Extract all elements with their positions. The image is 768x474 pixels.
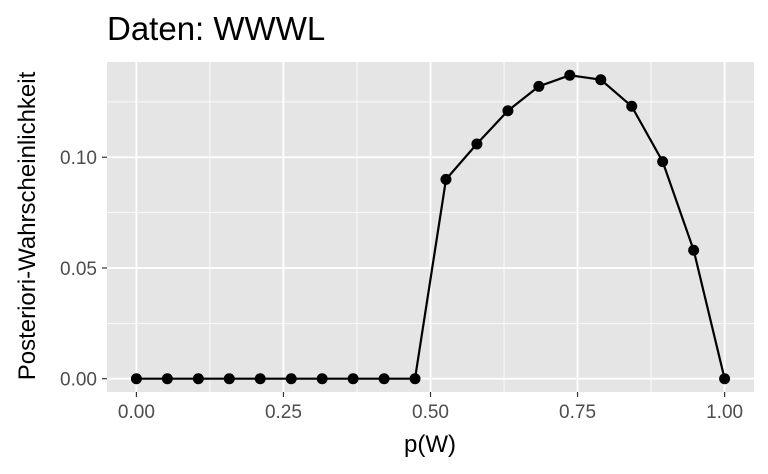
chart-title: Daten: WWWL [107, 10, 325, 47]
data-point [223, 373, 235, 385]
data-point [285, 373, 297, 385]
data-point [192, 373, 204, 385]
data-point [409, 373, 421, 385]
data-point [595, 74, 607, 86]
y-axis: 0.00 0.05 0.10 [60, 148, 107, 391]
data-point [161, 373, 173, 385]
x-axis-title: p(W) [404, 431, 456, 458]
data-point [254, 373, 266, 385]
x-axis: 0.00 0.25 0.50 0.75 1.00 [118, 392, 743, 423]
y-tick-label: 0.10 [60, 148, 97, 169]
y-tick-label: 0.05 [60, 259, 97, 280]
x-tick-label: 0.50 [412, 402, 449, 423]
data-point [316, 373, 328, 385]
data-point [471, 138, 483, 150]
data-point [130, 373, 142, 385]
x-tick-label: 1.00 [706, 402, 743, 423]
data-point [688, 244, 700, 256]
y-axis-title: Posteriori-Wahrscheinlichkeit [14, 71, 41, 380]
data-point [719, 373, 731, 385]
y-tick-label: 0.00 [60, 370, 97, 391]
grid [107, 62, 754, 392]
data-point [502, 105, 514, 117]
x-tick-label: 0.75 [559, 402, 596, 423]
data-point [533, 80, 545, 92]
x-tick-label: 0.00 [118, 402, 155, 423]
data-point [440, 173, 452, 185]
data-point [378, 373, 390, 385]
data-point [626, 100, 638, 112]
series-layer [130, 69, 731, 385]
x-tick-label: 0.25 [265, 402, 302, 423]
data-point [657, 156, 669, 168]
data-point [564, 69, 576, 81]
data-point [347, 373, 359, 385]
